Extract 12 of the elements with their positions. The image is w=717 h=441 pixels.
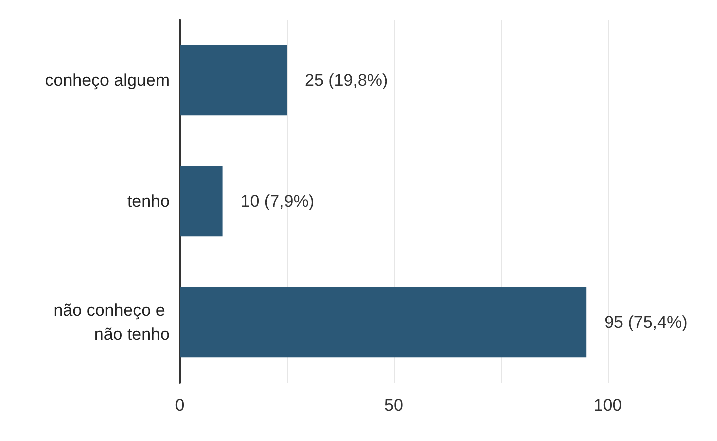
x-tick-label: 0 [175, 396, 185, 415]
data-label: 10 (7,9%) [240, 192, 315, 211]
bar [180, 287, 587, 358]
y-tick-label: não conheço e não tenho [54, 301, 170, 344]
data-label: 95 (75,4%) [604, 313, 688, 332]
bar [180, 166, 223, 237]
y-tick-label: conheço alguem [45, 71, 170, 90]
data-label: 25 (19,8%) [305, 71, 388, 90]
bar [180, 45, 287, 116]
x-tick-label: 100 [594, 396, 622, 415]
x-tick-label: 50 [384, 396, 404, 415]
y-tick-label: tenho [127, 192, 170, 211]
